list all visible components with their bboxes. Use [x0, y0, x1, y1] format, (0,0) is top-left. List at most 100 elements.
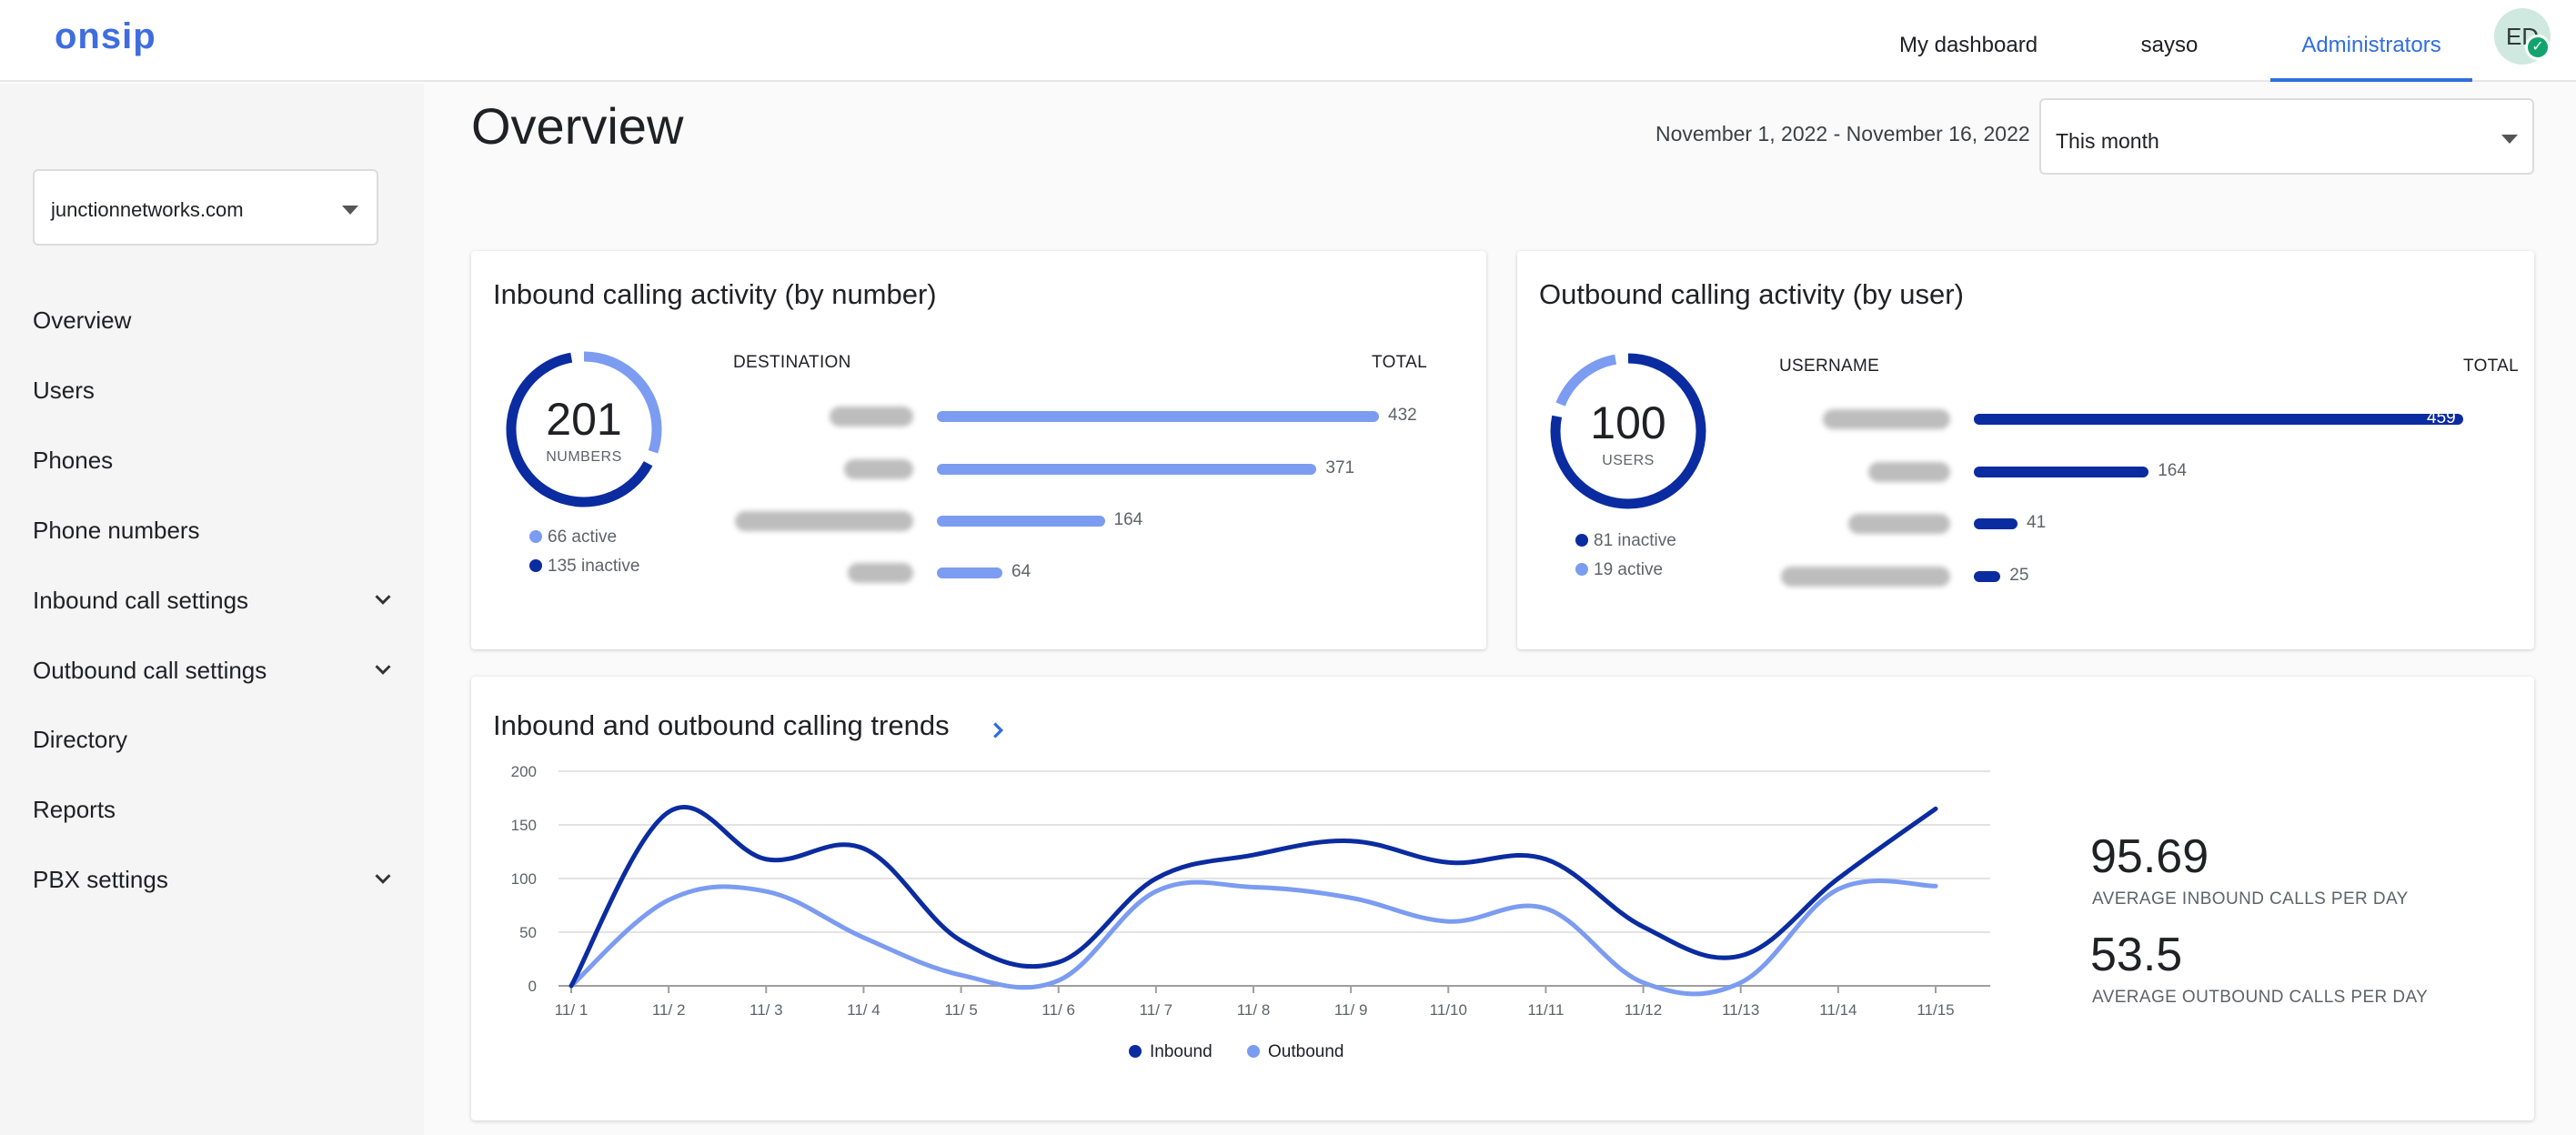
bar-value: 432 — [1388, 406, 1417, 425]
period-select[interactable]: This month — [2039, 98, 2534, 175]
destination-name-redacted — [830, 407, 913, 427]
donut-value: 201 — [546, 394, 622, 445]
chevron-down-icon — [375, 665, 391, 675]
column-header-destination: DESTINATION — [733, 353, 851, 372]
top-bar: onsip My dashboard sayso Administrators … — [0, 0, 2576, 82]
legend-active: 19 active — [1575, 560, 1663, 580]
page-title: Overview — [471, 97, 684, 155]
destination-name-redacted — [848, 563, 913, 583]
y-tick-label: 0 — [528, 978, 537, 995]
sidebar-item-users[interactable]: Users — [33, 372, 397, 408]
x-tick-label: 11/10 — [1430, 1001, 1467, 1019]
x-tick-label: 11/ 4 — [847, 1001, 880, 1019]
sidebar-item-label: Inbound call settings — [33, 587, 249, 614]
legend-dot — [529, 559, 542, 572]
donut-inactive-arc — [1550, 353, 1706, 509]
organization-select[interactable]: junctionnetworks.com — [33, 169, 378, 246]
sidebar-item-overview[interactable]: Overview — [33, 302, 397, 338]
bar — [1974, 414, 2463, 425]
card-title: Inbound and outbound calling trends — [493, 709, 950, 741]
sidebar-item-label: Users — [33, 377, 95, 404]
tab-my-dashboard[interactable]: My dashboard — [1898, 33, 2038, 57]
sidebar-item-directory[interactable]: Directory — [33, 721, 397, 758]
card-title: Inbound calling activity (by number) — [493, 278, 937, 310]
username-redacted — [1823, 409, 1950, 429]
legend-text: 81 inactive — [1594, 531, 1676, 550]
bar-value: 41 — [2027, 513, 2047, 532]
bar — [1974, 467, 2149, 477]
legend-label-inbound: Inbound — [1150, 1042, 1213, 1061]
donut-label: USERS — [1602, 453, 1655, 468]
chevron-down-icon — [375, 874, 391, 884]
legend-dot — [1575, 563, 1588, 576]
sidebar-item-label: Phone numbers — [33, 517, 200, 544]
bar — [937, 516, 1105, 527]
period-select-value: This month — [2056, 129, 2159, 153]
x-tick-label: 11/ 7 — [1140, 1001, 1173, 1019]
trends-line-chart: 0 50 100 150 200 11/ 1 11/ 2 11/ 3 11/ 4 11/ 5 11/… — [511, 763, 1990, 1061]
x-tick-label: 11/11 — [1527, 1001, 1564, 1019]
column-header-total: TOTAL — [1372, 353, 1427, 372]
bar-value: 459 — [2427, 408, 2456, 427]
legend-text: 135 inactive — [548, 557, 640, 576]
chevron-right-icon[interactable] — [984, 717, 1011, 744]
x-tick-label: 11/15 — [1917, 1001, 1954, 1019]
average-outbound-value: 53.5 — [2090, 929, 2183, 981]
x-tick-label: 11/ 5 — [944, 1001, 978, 1019]
x-tick-label: 11/ 9 — [1334, 1001, 1368, 1019]
outbound-donut — [1550, 353, 1706, 509]
bar-value: 64 — [1011, 562, 1031, 581]
average-outbound-label: AVERAGE OUTBOUND CALLS PER DAY — [2092, 988, 2429, 1007]
legend-inactive: 135 inactive — [529, 557, 639, 577]
x-tick-label: 11/13 — [1722, 1001, 1759, 1019]
tab-sayso[interactable]: sayso — [2140, 33, 2199, 57]
sidebar-item-outbound-call-settings[interactable]: Outbound call settings — [33, 652, 397, 688]
bar-value: 164 — [2158, 461, 2187, 480]
series-line-inbound — [569, 804, 1938, 989]
legend-text: 66 active — [548, 527, 618, 547]
column-header-total: TOTAL — [2463, 357, 2519, 376]
bar-value: 371 — [1325, 458, 1355, 477]
sidebar-item-pbx-settings[interactable]: PBX settings — [33, 861, 397, 898]
average-inbound-label: AVERAGE INBOUND CALLS PER DAY — [2092, 889, 2409, 909]
username-redacted — [1781, 567, 1950, 587]
sidebar-item-phones[interactable]: Phones — [33, 442, 397, 478]
username-redacted — [1848, 514, 1950, 534]
inbound-activity-card: Inbound calling activity (by number) 201… — [471, 251, 1486, 649]
check-badge-icon: ✓ — [2525, 35, 2551, 60]
sidebar-item-reports[interactable]: Reports — [33, 791, 397, 828]
destination-name-redacted — [735, 511, 913, 531]
sidebar-item-inbound-call-settings[interactable]: Inbound call settings — [33, 582, 397, 618]
legend-active: 66 active — [529, 527, 617, 547]
donut-label: NUMBERS — [546, 449, 622, 465]
destination-name-redacted — [844, 459, 913, 479]
x-tick-label: 11/ 6 — [1041, 1001, 1075, 1019]
x-tick-label: 11/12 — [1625, 1001, 1662, 1019]
sidebar-item-label: PBX settings — [33, 866, 168, 893]
organization-select-value: junctionnetworks.com — [51, 198, 244, 221]
sidebar-item-label: Outbound call settings — [33, 657, 267, 684]
outbound-activity-card: Outbound calling activity (by user) 100 … — [1517, 251, 2534, 649]
donut-active-arc — [1550, 353, 1706, 509]
legend-dot — [1247, 1045, 1260, 1058]
sidebar-item-label: Reports — [33, 796, 116, 823]
sidebar-item-phone-numbers[interactable]: Phone numbers — [33, 512, 397, 548]
inbound-donut — [506, 351, 662, 507]
calling-trends-card: Inbound and outbound calling trends 0 50 1… — [471, 677, 2534, 1120]
legend-label-outbound: Outbound — [1268, 1042, 1343, 1061]
legend-dot — [1129, 1045, 1142, 1058]
onsip-logo[interactable]: onsip — [55, 16, 156, 56]
date-range: November 1, 2022 - November 16, 2022 — [1655, 122, 2030, 146]
sidebar-item-label: Directory — [33, 726, 128, 753]
tab-administrators[interactable]: Administrators — [2270, 0, 2472, 82]
legend-inactive: 81 inactive — [1575, 531, 1676, 551]
x-tick-label: 11/14 — [1819, 1001, 1857, 1019]
x-tick-label: 11/ 3 — [750, 1001, 783, 1019]
y-tick-label: 200 — [511, 763, 537, 780]
bar — [937, 568, 1002, 578]
y-tick-label: 100 — [511, 870, 537, 888]
bar-value: 25 — [2009, 566, 2029, 585]
bar-value: 164 — [1113, 510, 1143, 529]
y-tick-label: 50 — [519, 924, 537, 941]
legend-dot — [1575, 534, 1588, 547]
